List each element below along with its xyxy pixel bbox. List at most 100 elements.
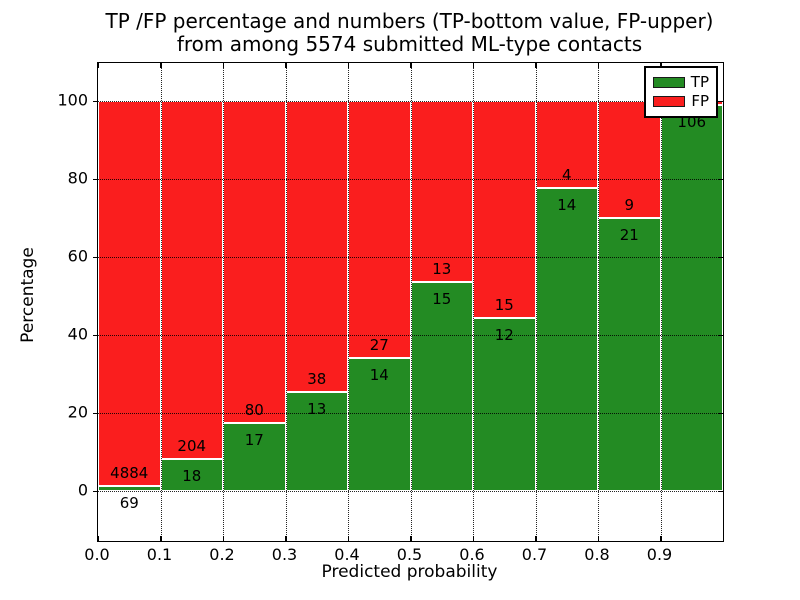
x-tick-label: 0.0 xyxy=(84,545,110,564)
tp-bar-segment xyxy=(410,282,473,491)
x-tick-mark xyxy=(535,63,537,68)
y-tick-label: 40 xyxy=(67,324,88,344)
y-tick-mark xyxy=(718,100,723,102)
fp-bar-segment xyxy=(535,101,598,188)
y-tick-mark xyxy=(93,256,98,258)
x-tick-mark xyxy=(660,63,662,68)
tp-bar-segment xyxy=(285,391,348,491)
x-tick-label: 0.5 xyxy=(396,545,423,564)
x-tick-label: 0.6 xyxy=(459,545,485,564)
y-tick-label: 60 xyxy=(67,246,88,266)
fp-count-label: 4884 xyxy=(110,463,149,482)
vertical-gridline xyxy=(348,63,349,541)
y-tick-mark xyxy=(93,490,98,492)
y-tick-label: 80 xyxy=(67,168,88,188)
chart-title: TP /FP percentage and numbers (TP-bottom… xyxy=(97,10,722,56)
fp-count-label: 15 xyxy=(494,295,514,314)
x-tick-mark xyxy=(97,536,99,541)
x-tick-mark xyxy=(160,536,162,541)
tp-count-label: 18 xyxy=(182,467,202,486)
tp-count-label: 13 xyxy=(307,399,327,418)
y-tick-mark xyxy=(93,100,98,102)
fp-count-label: 27 xyxy=(369,335,389,354)
plot-area: 4884692041880173813271413151512414921110… xyxy=(93,62,724,542)
x-tick-mark xyxy=(285,63,287,68)
tp-bar-segment xyxy=(348,357,411,491)
fp-bar-segment xyxy=(285,101,348,392)
fp-swatch-icon xyxy=(653,96,685,107)
y-tick-label: 20 xyxy=(67,402,88,422)
y-tick-mark xyxy=(93,412,98,414)
x-tick-label: 0.1 xyxy=(146,545,173,564)
legend-row-tp: TP xyxy=(653,73,709,92)
x-tick-mark xyxy=(660,536,662,541)
x-tick-label: 0.7 xyxy=(521,545,548,564)
y-tick-label: 0 xyxy=(77,480,88,500)
x-tick-mark xyxy=(597,536,599,541)
vertical-gridline xyxy=(535,63,537,541)
tp-bar-segment xyxy=(223,422,286,491)
y-tick-mark xyxy=(718,412,723,414)
tp-count-label: 14 xyxy=(557,195,577,214)
x-tick-mark xyxy=(285,536,287,541)
fp-bar-segment xyxy=(473,101,536,318)
x-tick-mark xyxy=(472,536,474,541)
legend: TP FP xyxy=(644,66,718,118)
x-tick-label: 0.4 xyxy=(334,545,360,564)
fp-bar-segment xyxy=(410,101,473,283)
x-tick-label: 0.2 xyxy=(209,545,235,564)
tp-bar-segment xyxy=(660,104,723,491)
x-tick-mark xyxy=(160,63,162,68)
vertical-gridline xyxy=(223,63,224,541)
vertical-gridline xyxy=(285,63,287,541)
fp-count-label: 80 xyxy=(244,400,264,419)
x-tick-label: 0.9 xyxy=(646,545,673,564)
tp-count-label: 69 xyxy=(119,493,139,512)
legend-label-fp: FP xyxy=(691,92,709,110)
tp-count-label: 14 xyxy=(369,365,389,384)
chart-title-line1: TP /FP percentage and numbers (TP-bottom… xyxy=(105,9,714,33)
fp-count-label: 9 xyxy=(624,196,635,214)
x-tick-mark xyxy=(222,536,224,541)
x-tick-label: 0.8 xyxy=(584,545,610,564)
y-tick-mark xyxy=(718,256,723,258)
vertical-gridline xyxy=(410,63,412,541)
y-tick-mark xyxy=(718,490,723,492)
fp-count-label: 4 xyxy=(561,165,572,184)
fp-count-label: 13 xyxy=(432,260,452,279)
fp-bar-segment xyxy=(348,101,411,358)
x-tick-mark xyxy=(222,63,224,68)
vertical-gridline xyxy=(473,63,474,541)
chart-title-line2: from among 5574 submitted ML-type contac… xyxy=(176,32,643,56)
fp-count-label: 204 xyxy=(177,437,207,456)
y-tick-label: 100 xyxy=(57,90,88,110)
x-tick-mark xyxy=(97,63,99,68)
legend-label-tp: TP xyxy=(690,73,709,91)
x-tick-mark xyxy=(472,63,474,68)
legend-row-fp: FP xyxy=(653,92,709,111)
fp-bar-segment xyxy=(98,101,161,486)
tp-bar-segment xyxy=(598,218,661,491)
tp-count-label: 21 xyxy=(619,226,639,244)
x-axis-label: Predicted probability xyxy=(321,562,498,582)
x-tick-mark xyxy=(347,536,349,541)
tp-swatch-icon xyxy=(653,77,685,88)
y-axis-label: Percentage xyxy=(18,247,38,343)
fp-bar-segment xyxy=(160,101,223,460)
x-tick-mark xyxy=(410,63,412,68)
fp-count-label: 38 xyxy=(307,369,327,388)
vertical-gridline xyxy=(660,63,662,541)
vertical-gridline xyxy=(598,63,599,541)
tp-bar-segment xyxy=(535,187,598,491)
x-tick-label: 0.3 xyxy=(271,545,298,564)
x-tick-mark xyxy=(347,63,349,68)
x-tick-mark xyxy=(597,63,599,68)
tp-bar-segment xyxy=(98,485,161,491)
fp-bar-segment xyxy=(223,101,286,423)
tp-count-label: 12 xyxy=(494,325,514,344)
tp-count-label: 17 xyxy=(244,430,264,449)
x-tick-mark xyxy=(410,536,412,541)
y-tick-mark xyxy=(93,334,98,336)
y-tick-mark xyxy=(718,178,723,180)
